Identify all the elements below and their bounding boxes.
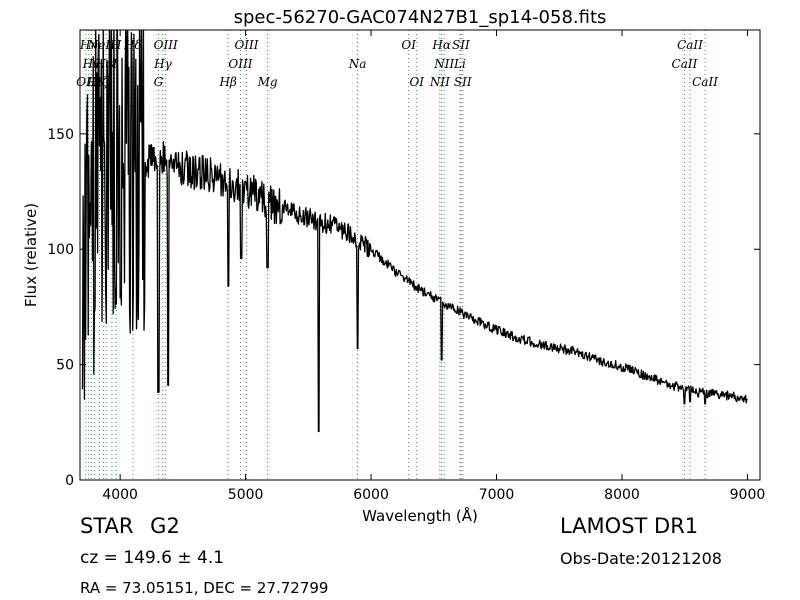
x-tick-label: 9000 — [730, 487, 766, 503]
line-marker-label: OIII — [228, 57, 252, 71]
spectrum-series — [81, 30, 748, 433]
plot-frame — [79, 29, 761, 481]
axis-ticks: 4000 5000 6000 7000 8000 9000 0 50 100 150 — [47, 30, 765, 503]
line-marker-label: Hα — [431, 38, 451, 52]
line-marker-label: OIII — [234, 38, 258, 52]
object-class-label: STAR — [80, 514, 134, 538]
chart-title: spec-56270-GAC074N27B1_sp14-058.fits — [234, 7, 607, 28]
line-marker-label: OI — [401, 38, 416, 52]
line-marker-label: Hη — [79, 38, 98, 52]
x-tick-label: 7000 — [479, 487, 515, 503]
y-tick-label: 100 — [47, 242, 74, 258]
line-marker-label: Hβ — [218, 75, 236, 89]
line-marker-label: G — [154, 75, 164, 89]
line-marker-label: Li — [453, 57, 466, 71]
y-tick-label: 50 — [56, 358, 74, 374]
line-marker-label: Hγ — [153, 57, 172, 71]
x-axis-label: Wavelength (Å) — [362, 506, 478, 525]
line-marker-label: OIII — [154, 38, 178, 52]
line-marker-label: NII — [433, 57, 454, 71]
coordinates-text: RA = 73.05151, DEC = 27.72799 — [80, 579, 329, 597]
y-tick-label: 0 — [65, 473, 74, 489]
x-tick-label: 4000 — [102, 487, 138, 503]
line-marker-label: H — [110, 38, 122, 52]
y-tick-label: 150 — [47, 127, 74, 143]
line-marker-label: SII — [452, 38, 470, 52]
y-axis-label: Flux (relative) — [22, 203, 40, 307]
line-marker-label: CaII — [677, 38, 703, 52]
line-marker-label: CaII — [692, 75, 718, 89]
line-marker-label: OII — [76, 75, 96, 89]
object-class: STAR G2 — [80, 514, 180, 538]
subclass-label: G2 — [150, 514, 180, 538]
obs-date: Obs-Date:20121208 — [560, 549, 722, 568]
survey-label: LAMOST DR1 — [560, 514, 699, 538]
spectral-line-markers — [85, 30, 706, 480]
line-marker-label: Mg — [257, 75, 278, 89]
line-marker-label: NII — [429, 75, 450, 89]
line-marker-label: Na — [348, 57, 367, 71]
line-marker-label: SII — [454, 75, 472, 89]
redshift-text: cz = 149.6 ± 4.1 — [80, 548, 225, 568]
line-marker-label: CaII — [672, 57, 698, 71]
line-marker-label: OI — [409, 75, 424, 89]
x-tick-label: 6000 — [353, 487, 389, 503]
x-tick-label: 5000 — [228, 487, 264, 503]
x-tick-label: 8000 — [604, 487, 640, 503]
